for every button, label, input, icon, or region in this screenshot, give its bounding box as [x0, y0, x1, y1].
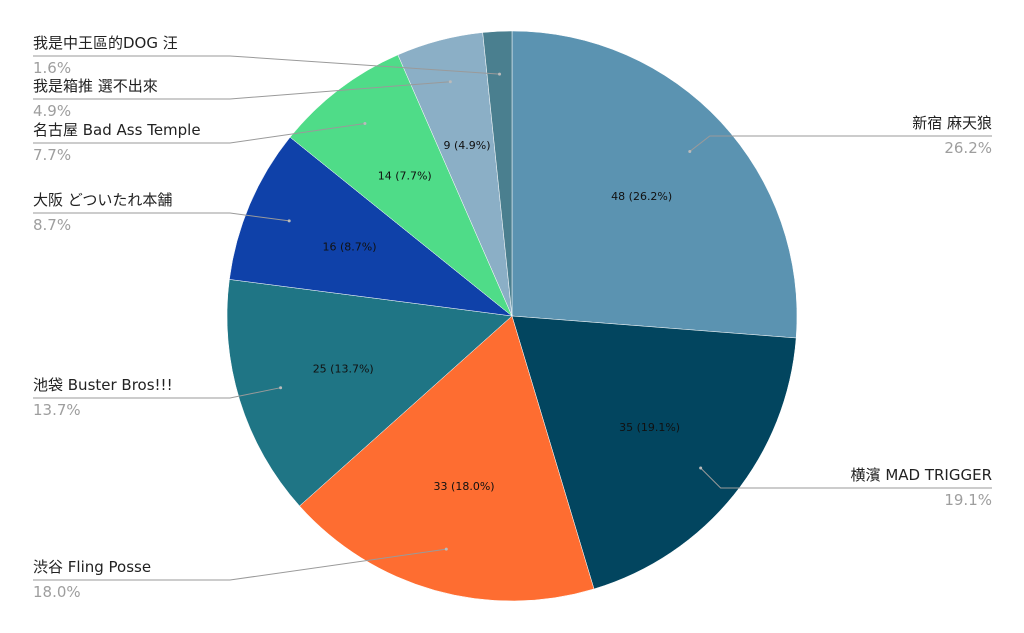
callout-name: 渋谷 Fling Posse	[33, 558, 151, 576]
callout-name: 横濱 MAD TRIGGER	[851, 466, 992, 484]
slice-labels: 48 (26.2%) 35 (19.1%) 33 (18.0%) 25 (13.7%)…	[313, 139, 680, 493]
callout-percent: 18.0%	[33, 583, 81, 601]
leader-dot	[287, 219, 291, 223]
slice-4	[226, 279, 513, 507]
slice-5	[229, 136, 513, 317]
pie-slices	[226, 30, 798, 602]
callout-labels: 新宿 麻天狼 26.2% 横濱 MAD TRIGGER 19.1% 渋谷 Fling P…	[33, 34, 992, 601]
slice-3	[299, 315, 595, 602]
leader-lines	[33, 55, 992, 581]
slice-value-label: 14 (7.7%)	[378, 170, 432, 183]
callout-name: 池袋 Buster Bros!!!	[33, 376, 173, 394]
leader-dot	[279, 386, 283, 390]
leader-line	[33, 81, 451, 100]
slice-value-label: 9 (4.9%)	[443, 139, 490, 152]
leader-dot	[448, 80, 452, 84]
callout-percent: 8.7%	[33, 216, 71, 234]
leader-dot	[444, 547, 448, 551]
slice-value-label: 35 (19.1%)	[619, 421, 680, 434]
callout-percent: 1.6%	[33, 59, 71, 77]
callout-name: 我是箱推 選不出來	[33, 77, 158, 95]
leader-line	[33, 212, 290, 222]
slice-8	[482, 30, 513, 317]
leader-line	[700, 467, 992, 489]
leader-dot	[498, 72, 502, 76]
leader-line	[33, 548, 447, 581]
slice-value-label: 48 (26.2%)	[611, 190, 672, 203]
slice-2	[511, 315, 797, 590]
callout-name: 我是中王區的DOG 汪	[33, 34, 178, 52]
callout-percent: 26.2%	[944, 139, 992, 157]
leader-line	[33, 387, 281, 399]
slice-1	[511, 30, 798, 339]
leader-line	[689, 135, 992, 152]
leader-dot	[363, 121, 367, 125]
leader-line	[33, 122, 366, 144]
callout-percent: 4.9%	[33, 102, 71, 120]
callout-name: 名古屋 Bad Ass Temple	[33, 121, 201, 139]
slice-value-label: 25 (13.7%)	[313, 362, 374, 375]
leader-line	[33, 55, 500, 75]
callout-percent: 19.1%	[944, 491, 992, 509]
leader-dot	[699, 466, 703, 470]
callout-name: 大阪 どついたれ本舗	[33, 191, 172, 209]
callout-percent: 7.7%	[33, 146, 71, 164]
slice-value-label: 16 (8.7%)	[322, 241, 376, 254]
callout-percent: 13.7%	[33, 401, 81, 419]
leader-dot	[688, 149, 692, 153]
callout-name: 新宿 麻天狼	[912, 114, 992, 132]
slice-value-label: 33 (18.0%)	[434, 480, 495, 493]
